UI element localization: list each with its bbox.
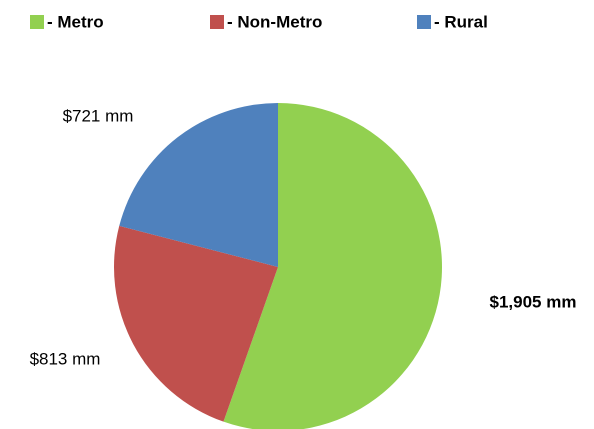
legend-label: - Rural bbox=[434, 12, 488, 31]
data-label: $813 mm bbox=[30, 349, 101, 368]
legend-swatch bbox=[30, 15, 44, 29]
data-label: $721 mm bbox=[63, 106, 134, 125]
legend-label: - Non-Metro bbox=[227, 12, 322, 31]
pie-slice bbox=[114, 225, 279, 422]
legend-swatch bbox=[210, 15, 224, 29]
data-label: $1,905 mm bbox=[490, 292, 577, 311]
legend-swatch bbox=[417, 15, 431, 29]
legend-label: - Metro bbox=[47, 12, 104, 31]
pie-slice bbox=[119, 103, 278, 267]
pie-slice bbox=[223, 103, 442, 429]
